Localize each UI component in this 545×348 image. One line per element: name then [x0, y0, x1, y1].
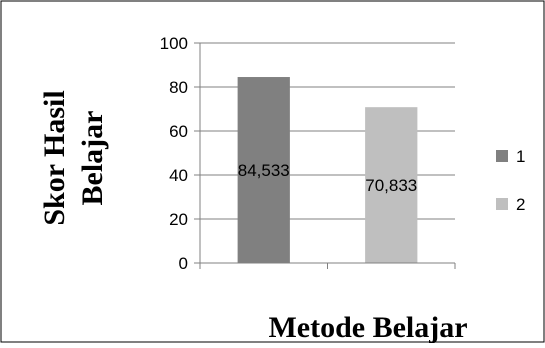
y-axis-title-line-2: Belajar [76, 111, 109, 206]
y-tick-label-0: 0 [179, 254, 188, 273]
y-tick-labels: 0 20 40 60 80 100 [160, 34, 188, 273]
bars [237, 77, 418, 264]
legend-swatch-1 [496, 150, 508, 162]
data-label-2: 70,833 [365, 176, 417, 195]
legend-label-2: 2 [516, 195, 525, 214]
y-axis-title-line-1: Skor Hasil [38, 90, 71, 225]
bar-1 [237, 77, 290, 263]
y-tick-label-80: 80 [169, 78, 188, 97]
x-axis-title: Metode Belajar [268, 311, 467, 343]
legend: 12 [496, 147, 525, 214]
axes [199, 43, 456, 269]
bar-2 [365, 107, 418, 264]
y-tick-label-100: 100 [160, 34, 188, 53]
data-label-1: 84,533 [238, 161, 290, 180]
legend-swatch-2 [496, 198, 508, 210]
y-tick-label-60: 60 [169, 122, 188, 141]
data-labels: 84,533 70,833 [238, 161, 418, 195]
y-tick-label-20: 20 [169, 210, 188, 229]
y-tick-label-40: 40 [169, 166, 188, 185]
legend-label-1: 1 [516, 147, 525, 166]
